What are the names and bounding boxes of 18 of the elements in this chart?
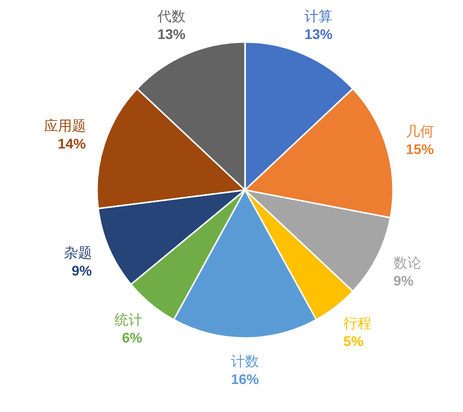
slice-label: 计算 [304,8,332,24]
slice-label: 几何 [406,122,434,139]
data-label: 9% [393,272,414,289]
data-label: 13% [304,26,334,42]
data-label: 6% [122,330,143,346]
slice-label: 应用题 [44,117,86,134]
data-label: 5% [343,333,364,350]
slice-label: 行程 [343,315,372,332]
slice-label: 计数 [231,353,259,369]
slice-label: 数论 [393,254,422,271]
slice-label: 统计 [114,312,142,328]
slice-label: 杂题 [64,244,92,260]
data-label: 13% [157,26,186,42]
slice-label: 代数 [156,8,186,24]
data-label: 15% [406,140,434,157]
data-label: 9% [72,262,92,278]
data-label: 14% [58,135,86,152]
data-label: 16% [230,371,260,387]
